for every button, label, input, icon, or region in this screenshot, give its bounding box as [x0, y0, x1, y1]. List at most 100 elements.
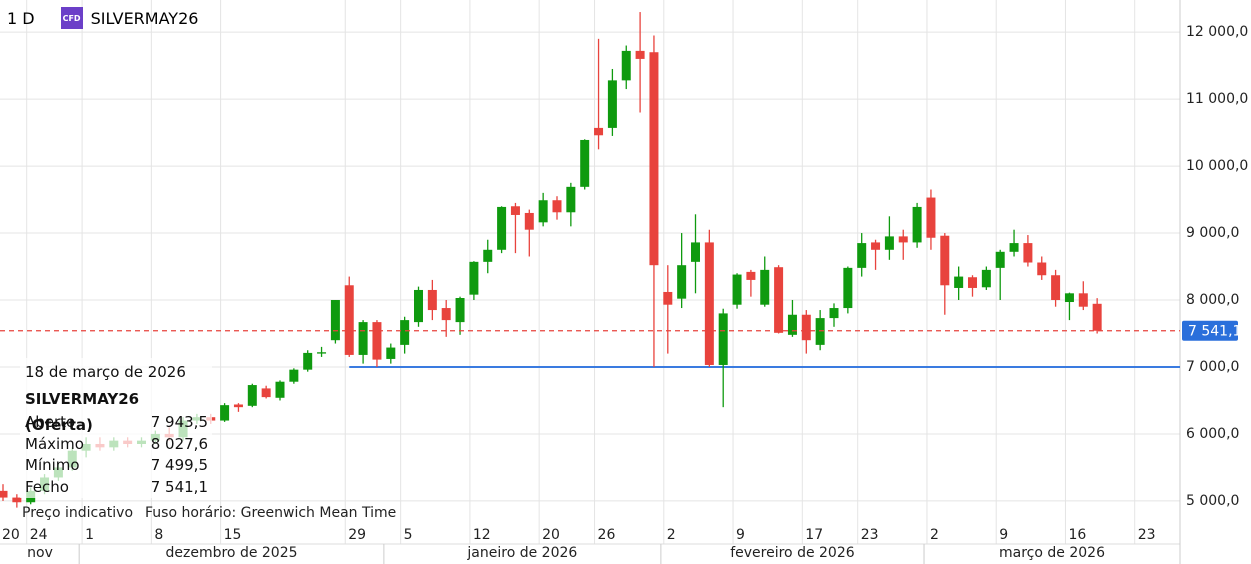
- x-tick-label: 15: [224, 527, 242, 543]
- symbol[interactable]: SILVERMAY26: [90, 8, 199, 28]
- candle-body: [372, 322, 382, 360]
- candle-body: [510, 206, 520, 215]
- x-tick-label: 23: [1138, 527, 1156, 543]
- candle-body: [469, 261, 479, 295]
- x-tick-label: 8: [154, 527, 163, 543]
- x-tick-label: 26: [598, 527, 616, 543]
- candle-body: [829, 308, 839, 319]
- candle-body: [663, 291, 673, 305]
- month-label: janeiro de 2026: [466, 545, 577, 561]
- candle-body: [968, 277, 977, 288]
- cfd-badge: CFD: [60, 7, 83, 29]
- candle-body: [691, 242, 700, 262]
- last-price-label: 7 541,1: [1188, 324, 1241, 340]
- info-value: 7 943,5: [150, 413, 208, 431]
- x-tick-label: 20: [542, 527, 560, 543]
- x-tick-label: 24: [30, 527, 48, 543]
- candle-body: [649, 52, 659, 266]
- info-label: Máximo: [25, 434, 84, 453]
- candle-body: [344, 285, 354, 355]
- candle-body: [940, 235, 950, 286]
- info-value: 7 499,5: [150, 456, 208, 474]
- candle-body: [427, 289, 437, 311]
- info-panel: 18 de março de 2026 SILVERMAY26 (Oferta)…: [20, 358, 212, 498]
- candle-body: [524, 212, 534, 230]
- info-date-text: 18 de março de 2026: [25, 363, 186, 381]
- info-value: 7 541,1: [150, 477, 208, 496]
- candle-body: [441, 308, 451, 321]
- candle-body: [843, 267, 853, 309]
- footer-timezone: Fuso horário: Greenwich Mean Time: [145, 505, 397, 521]
- candle-body: [317, 352, 327, 354]
- info-title: SILVERMAY26 (Oferta): [20, 386, 212, 434]
- info-row: Aberto 7 943,5: [20, 412, 212, 434]
- candle-body: [552, 200, 562, 213]
- info-label: Fecho: [25, 477, 69, 496]
- info-row: Fecho 7 541,1: [20, 477, 212, 499]
- candle-body: [497, 206, 507, 250]
- candle-body: [414, 289, 423, 323]
- y-tick-label: 6 000,0: [1186, 426, 1239, 442]
- info-label: Aberto: [25, 413, 76, 431]
- info-row: Mínimo 7 499,5: [20, 455, 212, 477]
- x-tick-label: 5: [404, 527, 413, 543]
- candle-body: [677, 265, 687, 299]
- info-label: Mínimo: [25, 456, 80, 474]
- candle-body: [358, 322, 368, 355]
- candle-body: [884, 236, 894, 250]
- candle-body: [732, 274, 742, 305]
- x-tick-label: 23: [861, 527, 879, 543]
- candle-body: [247, 385, 257, 406]
- x-tick-label: 2: [930, 527, 939, 543]
- candle-body: [621, 50, 631, 81]
- candle-body: [760, 269, 770, 305]
- candle-body: [871, 242, 881, 250]
- info-date: 18 de março de 2026: [20, 358, 212, 386]
- candle-body: [774, 267, 784, 333]
- month-label: dezembro de 2025: [166, 545, 298, 561]
- candle-body: [1037, 262, 1047, 276]
- candle-body: [954, 276, 964, 288]
- candle-body: [912, 206, 922, 243]
- candle-body: [566, 186, 576, 213]
- y-tick-label: 5 000,0: [1186, 493, 1239, 509]
- x-tick-label: 12: [473, 527, 491, 543]
- y-tick-label: 7 000,0: [1186, 359, 1239, 375]
- candle-body: [261, 388, 271, 398]
- candle-body: [303, 352, 313, 370]
- candle-body: [580, 139, 590, 187]
- info-title-text: SILVERMAY26 (Oferta): [25, 390, 140, 434]
- y-tick-label: 12 000,0: [1186, 24, 1248, 40]
- y-tick-label: 10 000,0: [1186, 158, 1248, 174]
- candle-body: [1051, 275, 1061, 301]
- month-label: nov: [27, 545, 53, 561]
- y-tick-label: 9 000,0: [1186, 225, 1239, 241]
- month-label: março de 2026: [999, 545, 1105, 561]
- candle-body: [607, 80, 617, 128]
- info-value: 8 027,6: [150, 434, 208, 453]
- interval[interactable]: 1 D: [7, 8, 35, 28]
- x-tick-label: 29: [348, 527, 366, 543]
- info-row: Máximo 8 027,6: [20, 434, 212, 456]
- candle-body: [815, 318, 825, 345]
- candle-body: [594, 127, 604, 136]
- header: 1 D CFD SILVERMAY26: [7, 7, 198, 29]
- footer-note: Preço indicativo: [22, 505, 134, 521]
- info-rows: Aberto 7 943,5 Máximo 8 027,6 Mínimo 7 499,5 F…: [20, 412, 212, 498]
- candle-body: [12, 497, 22, 503]
- candle-body: [330, 300, 340, 341]
- y-tick-label: 8 000,0: [1186, 292, 1239, 308]
- month-label: fevereiro de 2026: [730, 545, 855, 561]
- candle-body: [746, 271, 756, 280]
- candle-body: [1064, 293, 1074, 303]
- candle-body: [801, 314, 811, 341]
- candle-body: [635, 50, 645, 59]
- candle-body: [926, 197, 936, 238]
- x-tick-label: 2: [667, 527, 676, 543]
- candle-body: [233, 404, 243, 408]
- candle-body: [455, 298, 465, 323]
- candle-body: [275, 381, 285, 398]
- x-tick-label: 1: [85, 527, 94, 543]
- candle-body: [787, 314, 797, 335]
